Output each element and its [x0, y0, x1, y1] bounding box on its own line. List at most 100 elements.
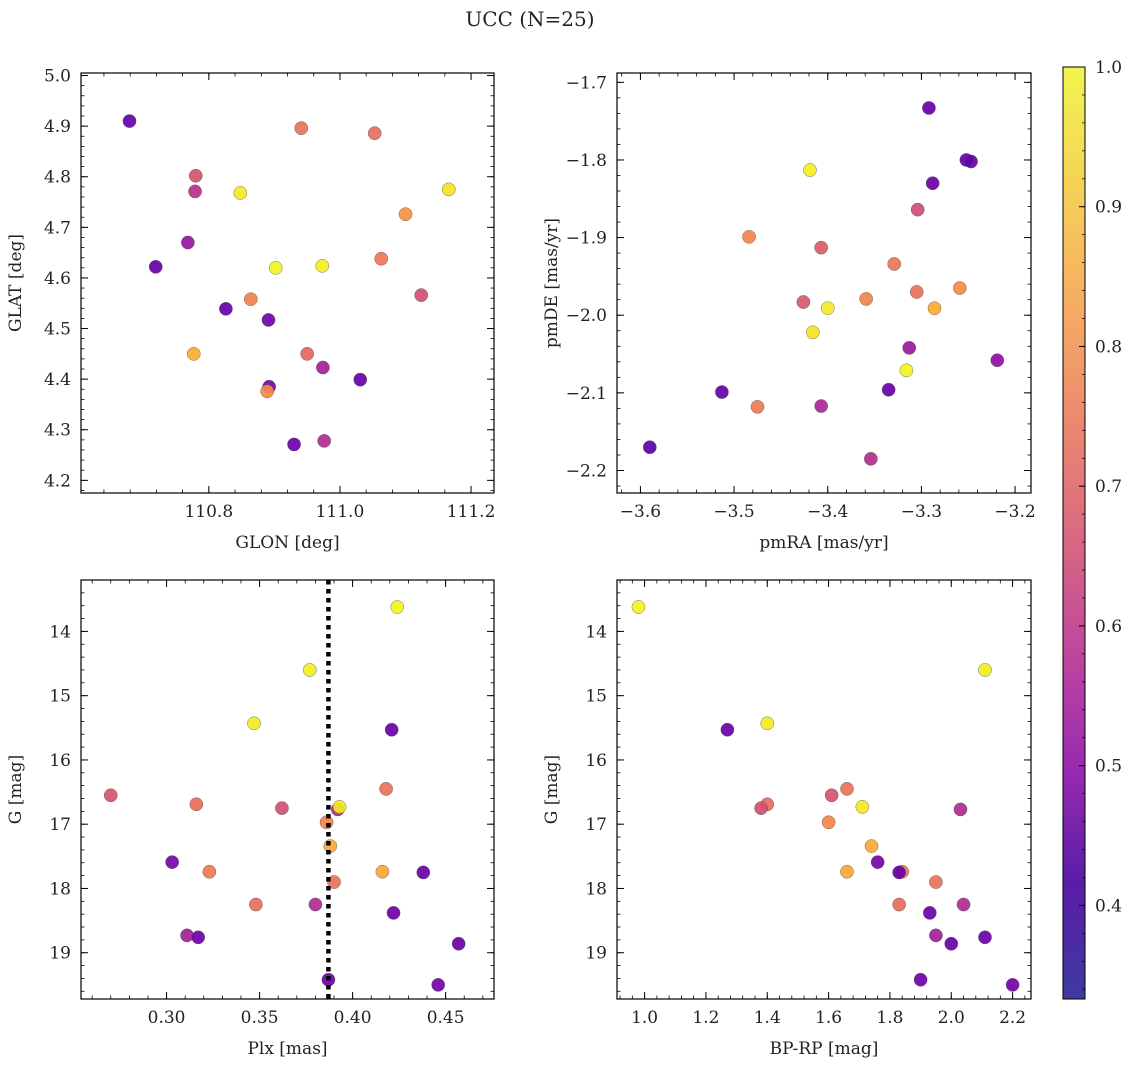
x-tick-label: 1.2	[692, 1008, 719, 1028]
scatter-point	[275, 801, 289, 815]
colorbar-tick-label: 0.6	[1095, 617, 1122, 637]
scatter-point	[243, 292, 258, 306]
plot-frame	[616, 579, 1032, 1000]
x-tick-label: 1.8	[876, 1008, 903, 1028]
panel-3: 0.30 0.35 0.40 0.45 14 15 16 17 18 19 Plx [mas] G […	[6, 579, 495, 1059]
x-tick-label: 0.45	[427, 1008, 465, 1028]
scatter-point	[925, 176, 940, 191]
scatter-point	[186, 347, 201, 361]
y-tick-label: 19	[585, 944, 607, 964]
scatter-point	[927, 301, 942, 316]
scatter-point	[303, 663, 317, 677]
scatter-point	[902, 341, 917, 355]
scatter-point	[909, 285, 924, 299]
scatter-point	[315, 258, 330, 273]
scatter-point	[715, 385, 729, 399]
x-tick-label: 2.2	[999, 1008, 1026, 1028]
scatter-point	[414, 288, 429, 302]
scatter-point	[122, 114, 137, 128]
colorbar: 0.4 0.5 0.6 0.7 0.8 0.9 1.0	[1062, 58, 1122, 1000]
scatter-point	[742, 230, 756, 244]
figure-title: UCC (N=25)	[465, 7, 594, 31]
x-tick-label: −3.2	[994, 502, 1035, 522]
y-tick-label: 16	[585, 751, 607, 771]
scatter-point	[855, 800, 870, 814]
scatter-point	[956, 897, 971, 912]
scatter-point	[308, 897, 323, 912]
x-tick-label: 0.35	[241, 1008, 279, 1028]
scatter-point	[796, 295, 811, 309]
scatter-point	[287, 437, 301, 452]
scatter-point	[375, 864, 390, 879]
y-tick-label: 17	[49, 815, 71, 835]
y-tick-label: 15	[49, 687, 71, 707]
scatter-point	[317, 434, 332, 448]
scatter-point	[859, 292, 873, 306]
scatter-point	[720, 722, 735, 737]
scatter-point	[910, 202, 925, 217]
y-tick-label: 4.5	[44, 320, 71, 340]
x-axis-label: BP-RP [mag]	[770, 1039, 879, 1059]
y-tick-label: −2.1	[566, 384, 607, 404]
colorbar-tick-label: 1.0	[1095, 58, 1122, 78]
scatter-point	[892, 865, 906, 880]
scatter-point	[441, 182, 456, 197]
scatter-point	[386, 906, 401, 920]
scatter-point	[188, 168, 203, 183]
scatter-point	[398, 207, 413, 221]
y-tick-label: 4.8	[44, 168, 71, 188]
scatter-point	[803, 163, 817, 177]
scatter-point	[451, 936, 466, 951]
scatter-point	[990, 353, 1005, 368]
scatter-point	[332, 800, 347, 814]
scatter-point	[922, 101, 936, 115]
scatter-point	[870, 855, 885, 869]
scatter-point	[384, 722, 399, 737]
y-tick-label: −1.9	[566, 229, 607, 249]
y-tick-label: −2.2	[566, 461, 607, 481]
scatter-point	[824, 788, 839, 803]
scatter-point	[327, 875, 341, 889]
scatter-point	[165, 855, 179, 869]
scatter-point	[864, 452, 878, 466]
scatter-point	[760, 716, 775, 731]
scatter-point	[929, 875, 943, 889]
scatter-point	[805, 325, 820, 340]
scatter-point	[191, 930, 206, 945]
panel-2: −3.6 −3.5 −3.4 −3.3 −3.2 −2.2 −2.1 −2.0 −1.9 −1.8…	[542, 72, 1036, 553]
x-axis-label: pmRA [mas/yr]	[759, 533, 888, 553]
scatter-point	[899, 363, 914, 378]
scatter-point	[268, 261, 283, 275]
y-tick-label: −1.7	[566, 73, 607, 93]
x-tick-label: 1.4	[754, 1008, 781, 1028]
scatter-point	[864, 839, 879, 853]
y-tick-label: −2.0	[566, 306, 607, 326]
scatter-point	[750, 400, 765, 414]
scatter-point	[247, 716, 261, 731]
y-tick-label: 16	[49, 751, 71, 771]
scatter-point	[814, 399, 828, 413]
scatter-point	[953, 281, 967, 295]
scatter-point	[978, 663, 992, 677]
y-tick-label: 18	[49, 879, 71, 899]
scatter-point	[1005, 978, 1020, 992]
x-tick-label: 111.2	[447, 502, 496, 522]
scatter-point	[754, 801, 768, 815]
colorbar-tick-label: 0.5	[1095, 757, 1122, 777]
scatter-point	[103, 788, 118, 803]
scatter-point	[431, 978, 445, 992]
scatter-point	[188, 184, 202, 199]
scatter-point	[316, 360, 330, 375]
y-tick-label: 4.4	[44, 370, 71, 390]
scatter-point	[379, 782, 393, 796]
scatter-point	[953, 802, 968, 817]
y-tick-label: −1.8	[566, 151, 607, 171]
colorbar-tick-label: 0.8	[1095, 337, 1122, 357]
scatter-point	[881, 382, 896, 397]
x-tick-label: −3.5	[713, 502, 754, 522]
y-tick-label: 4.6	[44, 269, 71, 289]
x-tick-label: −3.6	[620, 502, 661, 522]
scatter-point	[249, 897, 263, 912]
scatter-point	[367, 126, 382, 141]
